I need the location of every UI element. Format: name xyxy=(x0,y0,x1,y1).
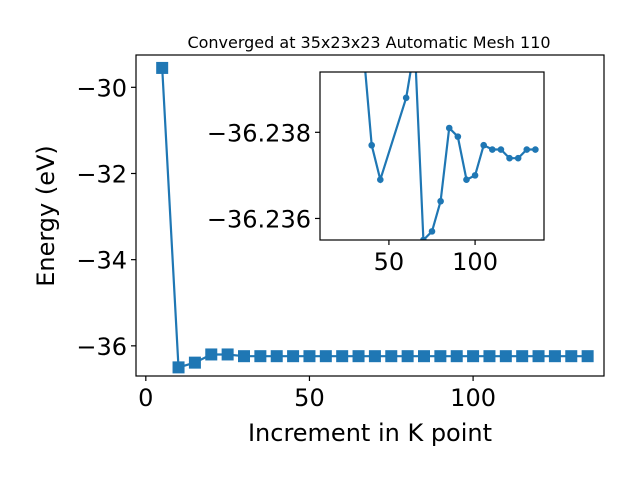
inset-series xyxy=(364,72,539,240)
inset-data-point xyxy=(368,141,375,149)
main-data-point xyxy=(368,350,381,363)
main-series xyxy=(156,61,594,374)
main-data-point xyxy=(385,350,398,363)
inset-data-point xyxy=(471,172,479,179)
main-data-point xyxy=(303,350,316,363)
main-data-point xyxy=(238,350,250,363)
inset-y-tick-label: −36.236 xyxy=(207,205,311,233)
main-x-tick-label: 0 xyxy=(138,384,153,412)
inset-data-point xyxy=(523,146,531,153)
inset-y-tick-label: −36.238 xyxy=(207,119,311,147)
main-data-point xyxy=(434,350,447,363)
main-data-point xyxy=(483,350,496,363)
inset-data-point xyxy=(402,94,410,102)
main-data-point xyxy=(287,350,300,363)
inset-data-point xyxy=(420,236,427,240)
main-data-point xyxy=(450,350,463,363)
main-y-tick-label: −30 xyxy=(76,74,127,102)
inset-data-point xyxy=(497,146,505,153)
inset-data-point xyxy=(445,124,453,132)
x-axis-label: Increment in K point xyxy=(248,419,492,447)
main-data-point xyxy=(418,350,430,363)
y-axis-label: Energy (eV) xyxy=(32,145,60,287)
main-data-point xyxy=(254,350,267,363)
inset-x-tick-label: 50 xyxy=(374,248,405,276)
main-data-point xyxy=(401,350,414,363)
main-y-tick-label: −34 xyxy=(76,247,127,275)
inset-data-point xyxy=(489,146,496,153)
inset-ticks: 50 100 −36.238 −36.236 xyxy=(207,119,498,276)
main-data-point xyxy=(581,350,594,363)
main-data-point xyxy=(221,348,234,361)
main-data-point xyxy=(499,350,512,363)
main-data-point xyxy=(156,61,169,74)
inset-x-tick-label: 100 xyxy=(452,248,498,276)
main-x-tick-label: 100 xyxy=(450,384,496,412)
inset-data-point xyxy=(463,176,470,183)
main-data-point xyxy=(548,350,561,363)
main-x-tick-label: 50 xyxy=(294,384,325,412)
main-data-point xyxy=(516,350,529,363)
inset-plot-frame xyxy=(319,71,545,241)
main-data-point xyxy=(565,350,578,363)
main-plot-frame xyxy=(135,54,605,377)
main-data-point xyxy=(188,356,201,369)
inset-data-point xyxy=(480,141,487,149)
inset-data-point xyxy=(377,176,384,183)
main-data-point xyxy=(172,361,185,374)
main-data-point xyxy=(532,350,545,363)
inset-data-point xyxy=(514,154,522,162)
main-data-point xyxy=(270,350,283,363)
main-data-point xyxy=(205,348,218,361)
inset-data-point xyxy=(454,133,462,140)
main-ticks: 0 50 100 −30 −32 −34 −36 xyxy=(76,74,496,412)
inset-data-point xyxy=(532,146,539,153)
inset-data-point xyxy=(437,197,444,205)
inset-data-point xyxy=(506,154,513,162)
main-data-point xyxy=(352,350,365,363)
main-data-point xyxy=(336,350,349,363)
inset-data-point xyxy=(428,228,436,235)
main-y-tick-label: −36 xyxy=(76,333,127,361)
main-data-point xyxy=(467,350,480,363)
main-y-tick-label: −32 xyxy=(76,160,127,188)
main-data-point xyxy=(319,350,332,363)
chart-title: Converged at 35x23x23 Automatic Mesh 110 xyxy=(187,33,550,52)
